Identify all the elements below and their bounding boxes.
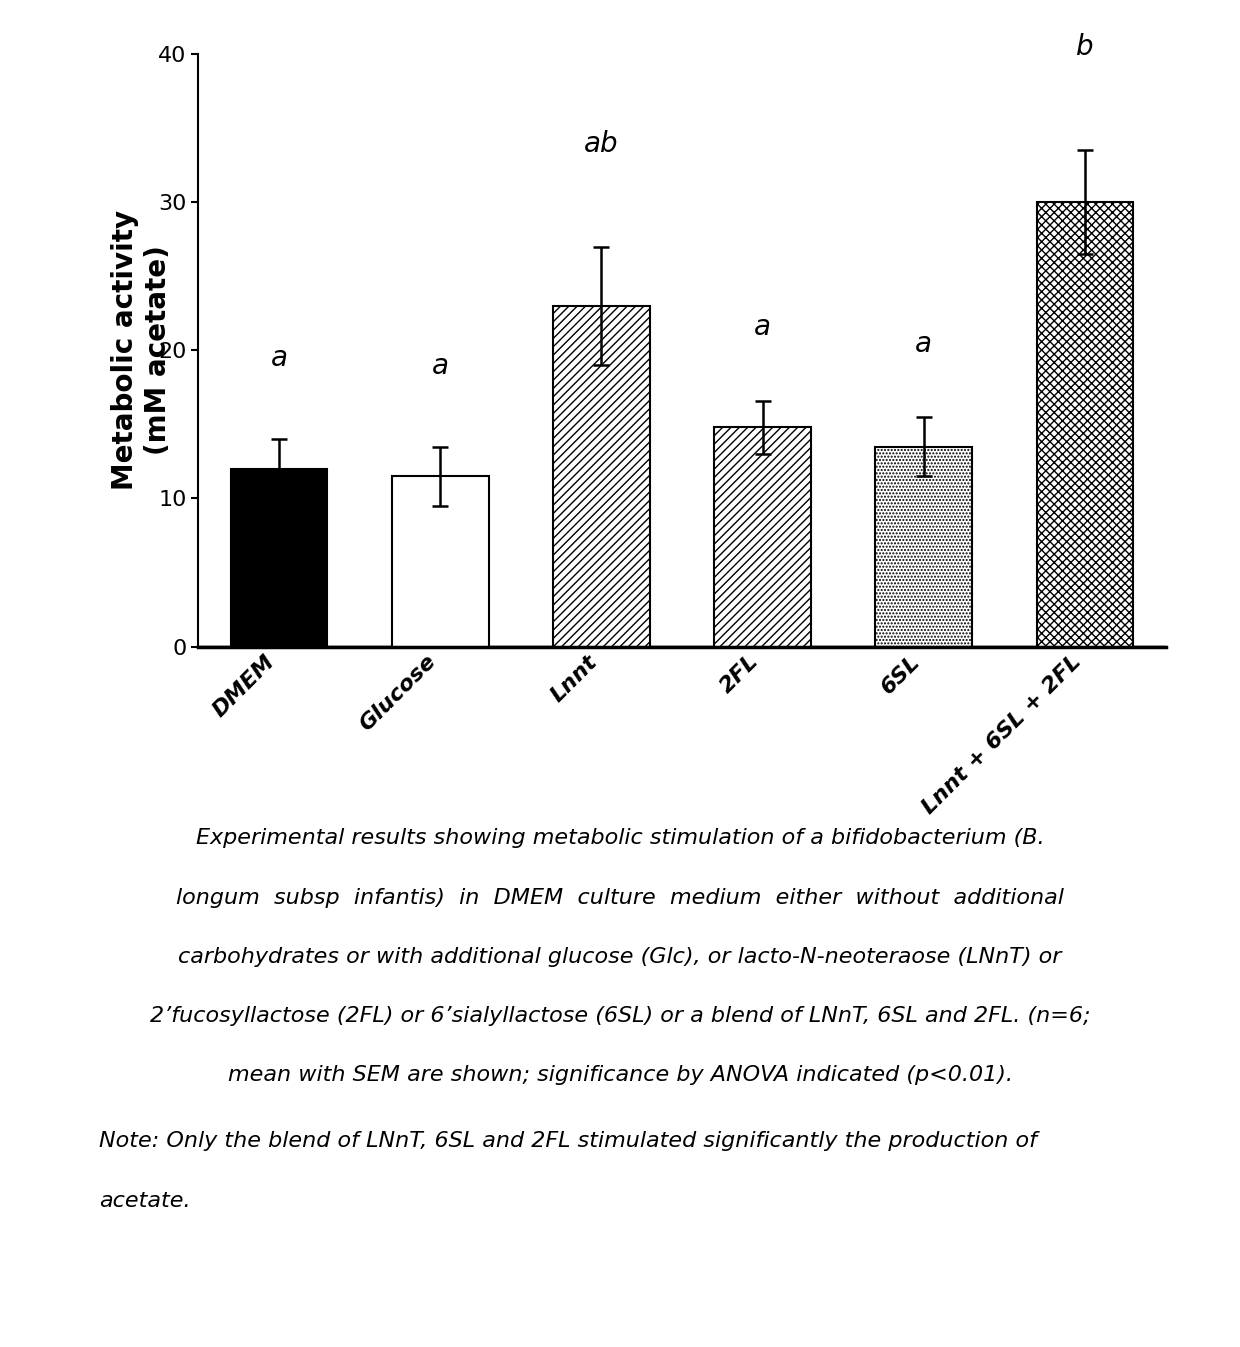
Text: acetate.: acetate. [99,1191,191,1211]
Text: b: b [1076,34,1094,62]
Text: a: a [270,345,288,373]
Text: 2’fucosyllactose (2FL) or 6’sialyllactose (6SL) or a blend of LNnT, 6SL and 2FL.: 2’fucosyllactose (2FL) or 6’sialyllactos… [150,1006,1090,1026]
Bar [714,427,811,647]
Y-axis label: Metabolic activity
(mM acetate): Metabolic activity (mM acetate) [112,210,172,490]
Text: a: a [754,314,771,341]
Bar [1037,202,1133,647]
Text: carbohydrates or with additional glucose (Glc), or lacto-N-neoteraose (LNnT) or: carbohydrates or with additional glucose… [179,947,1061,967]
Text: ab: ab [584,129,619,158]
Text: Note: Only the blend of LNnT, 6SL and 2FL stimulated significantly the productio: Note: Only the blend of LNnT, 6SL and 2F… [99,1131,1037,1152]
Text: mean with SEM are shown; significance by ANOVA indicated (p<0.01).: mean with SEM are shown; significance by… [227,1065,1013,1086]
Bar [553,306,650,647]
Text: Experimental results showing metabolic stimulation of a bifidobacterium (B.: Experimental results showing metabolic s… [196,828,1044,849]
Text: a: a [432,352,449,380]
Text: a: a [915,330,932,358]
Bar [875,447,972,647]
Text: longum  subsp  infantis)  in  DMEM  culture  medium  either  without  additional: longum subsp infantis) in DMEM culture m… [176,888,1064,908]
Bar [231,469,327,647]
Bar [392,477,489,647]
